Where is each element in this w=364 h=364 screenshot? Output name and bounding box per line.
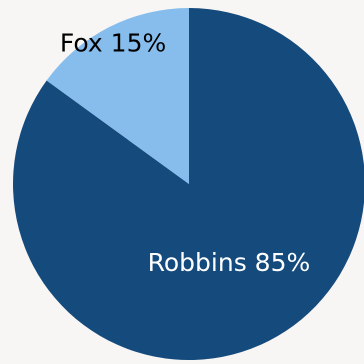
slice-label-robbins: Robbins 85% bbox=[148, 248, 311, 277]
pie-slice-fox bbox=[46, 8, 190, 184]
slice-label-fox: Fox 15% bbox=[60, 28, 166, 57]
pie-labels: Robbins 85% Fox 15% bbox=[60, 28, 310, 277]
pie-slices bbox=[13, 8, 364, 360]
pie-slice-robbins bbox=[13, 8, 364, 360]
